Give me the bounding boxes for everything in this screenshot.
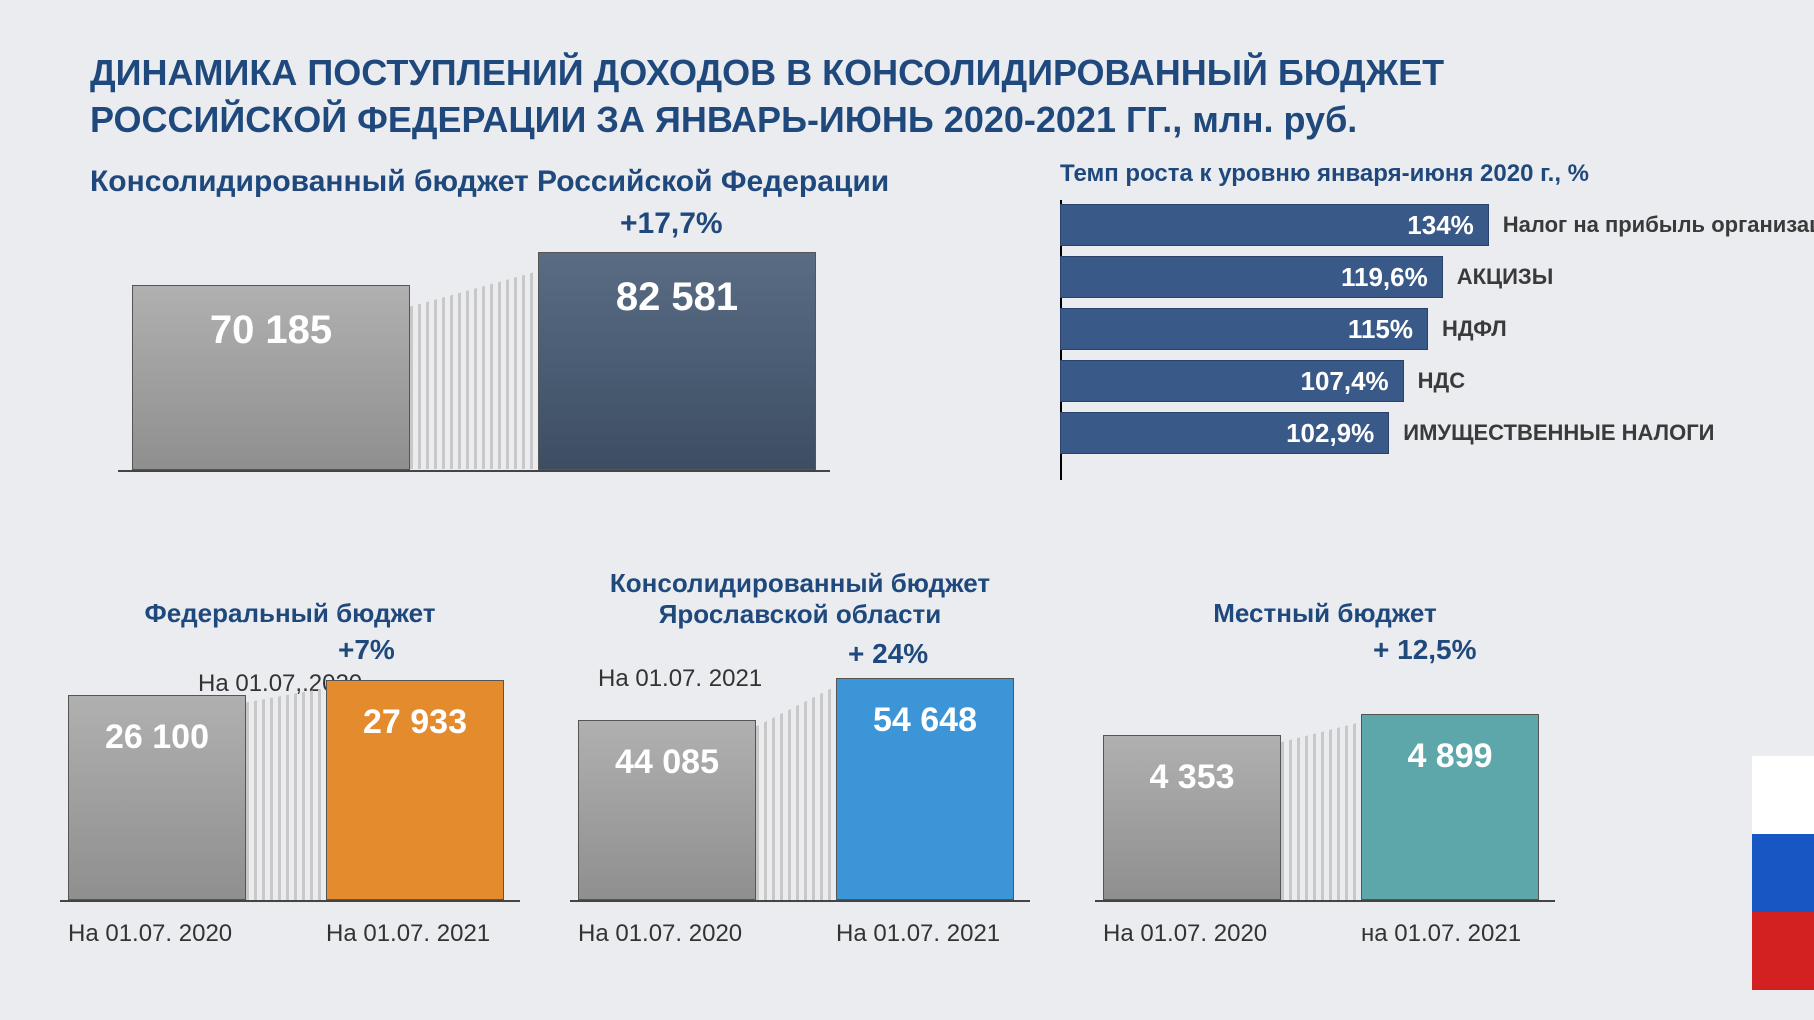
growth-rates-title: Темп роста к уровню января-июня 2020 г.,…	[1060, 160, 1589, 188]
hbar-1: 119,6%	[1060, 256, 1443, 298]
top-chart-title: Консолидированный бюджет Российской Феде…	[90, 165, 890, 199]
top-bar-2021-value: 82 581	[616, 253, 738, 320]
bottom-bar-2-2021: 4 899	[1361, 714, 1539, 900]
bottom-connector-0	[246, 688, 326, 900]
bottom-chart-1-growth: + 24%	[848, 638, 928, 670]
bottom-chart-1-title: Консолидированный бюджет Ярославской обл…	[560, 568, 1040, 630]
bottom-bar-2-2020-value: 4 353	[1149, 736, 1234, 797]
bottom-bar-1-2020: 44 085	[578, 720, 756, 900]
bottom-bar-0-2020: 26 100	[68, 695, 246, 900]
bottom-chart-2-title: Местный бюджет	[1085, 598, 1565, 629]
connector-lines	[410, 271, 538, 469]
bottom-bar-1-2021-label: На 01.07. 2021	[836, 920, 1000, 948]
bottom-bar-1-2020-label: На 01.07. 2020	[578, 920, 742, 948]
hbar-1-label: АКЦИЗЫ	[1457, 264, 1554, 290]
bottom-bar-0-2020-value: 26 100	[105, 696, 209, 757]
bottom-chart-2-growth: + 12,5%	[1373, 634, 1477, 666]
hbar-2-label: НДФЛ	[1442, 316, 1507, 342]
bottom-connector-1	[756, 686, 836, 900]
bottom-bar-0-2021-label: На 01.07. 2021	[326, 920, 490, 948]
hbar-3-value: 107,4%	[1300, 366, 1388, 397]
bottom-bar-2-2021-value: 4 899	[1407, 715, 1492, 776]
top-bar-2020: 70 185	[132, 285, 410, 470]
bottom-bar-0-2021-value: 27 933	[363, 681, 467, 742]
hbar-4-value: 102,9%	[1286, 418, 1374, 449]
page-title: ДИНАМИКА ПОСТУПЛЕНИЙ ДОХОДОВ В КОНСОЛИДИ…	[90, 50, 1690, 144]
top-chart: Консолидированный бюджет Российской Феде…	[90, 165, 890, 497]
hbar-3-label: НДС	[1418, 368, 1465, 394]
hbar-0-value: 134%	[1407, 210, 1474, 241]
bottom-bar-1-2020-value: 44 085	[615, 721, 719, 782]
bottom-bar-0-2020-label: На 01.07. 2020	[68, 920, 232, 948]
bottom-bar-2-2021-label: на 01.07. 2021	[1361, 920, 1521, 948]
hbar-3: 107,4%	[1060, 360, 1404, 402]
bottom-connector-2	[1281, 722, 1361, 900]
top-chart-growth: +17,7%	[620, 207, 723, 241]
bottom-bar-2-2020: 4 353	[1103, 735, 1281, 900]
top-bar-2020-value: 70 185	[210, 286, 332, 353]
bottom-chart-0-title: Федеральный бюджет	[50, 598, 530, 629]
hbar-1-value: 119,6%	[1341, 262, 1428, 293]
bottom-bar-2-2020-label: На 01.07. 2020	[1103, 920, 1267, 948]
hbar-4: 102,9%	[1060, 412, 1389, 454]
russia-flag-icon	[1752, 756, 1814, 990]
hbar-2: 115%	[1060, 308, 1428, 350]
hbar-4-label: ИМУЩЕСТВЕННЫЕ НАЛОГИ	[1403, 420, 1714, 446]
bottom-bar-0-2021: 27 933	[326, 680, 504, 900]
hbar-0: 134%	[1060, 204, 1489, 246]
bottom-bar-1-2021: 54 648	[836, 678, 1014, 900]
hbar-0-label: Налог на прибыль организаций	[1503, 212, 1814, 238]
top-bar-2021: 82 581	[538, 252, 816, 470]
top-bar-2021-label: На 01.07. 2021	[598, 665, 762, 693]
bottom-bar-1-2021-value: 54 648	[873, 679, 977, 740]
hbar-2-value: 115%	[1348, 314, 1413, 345]
bottom-chart-0-growth: +7%	[338, 634, 395, 666]
